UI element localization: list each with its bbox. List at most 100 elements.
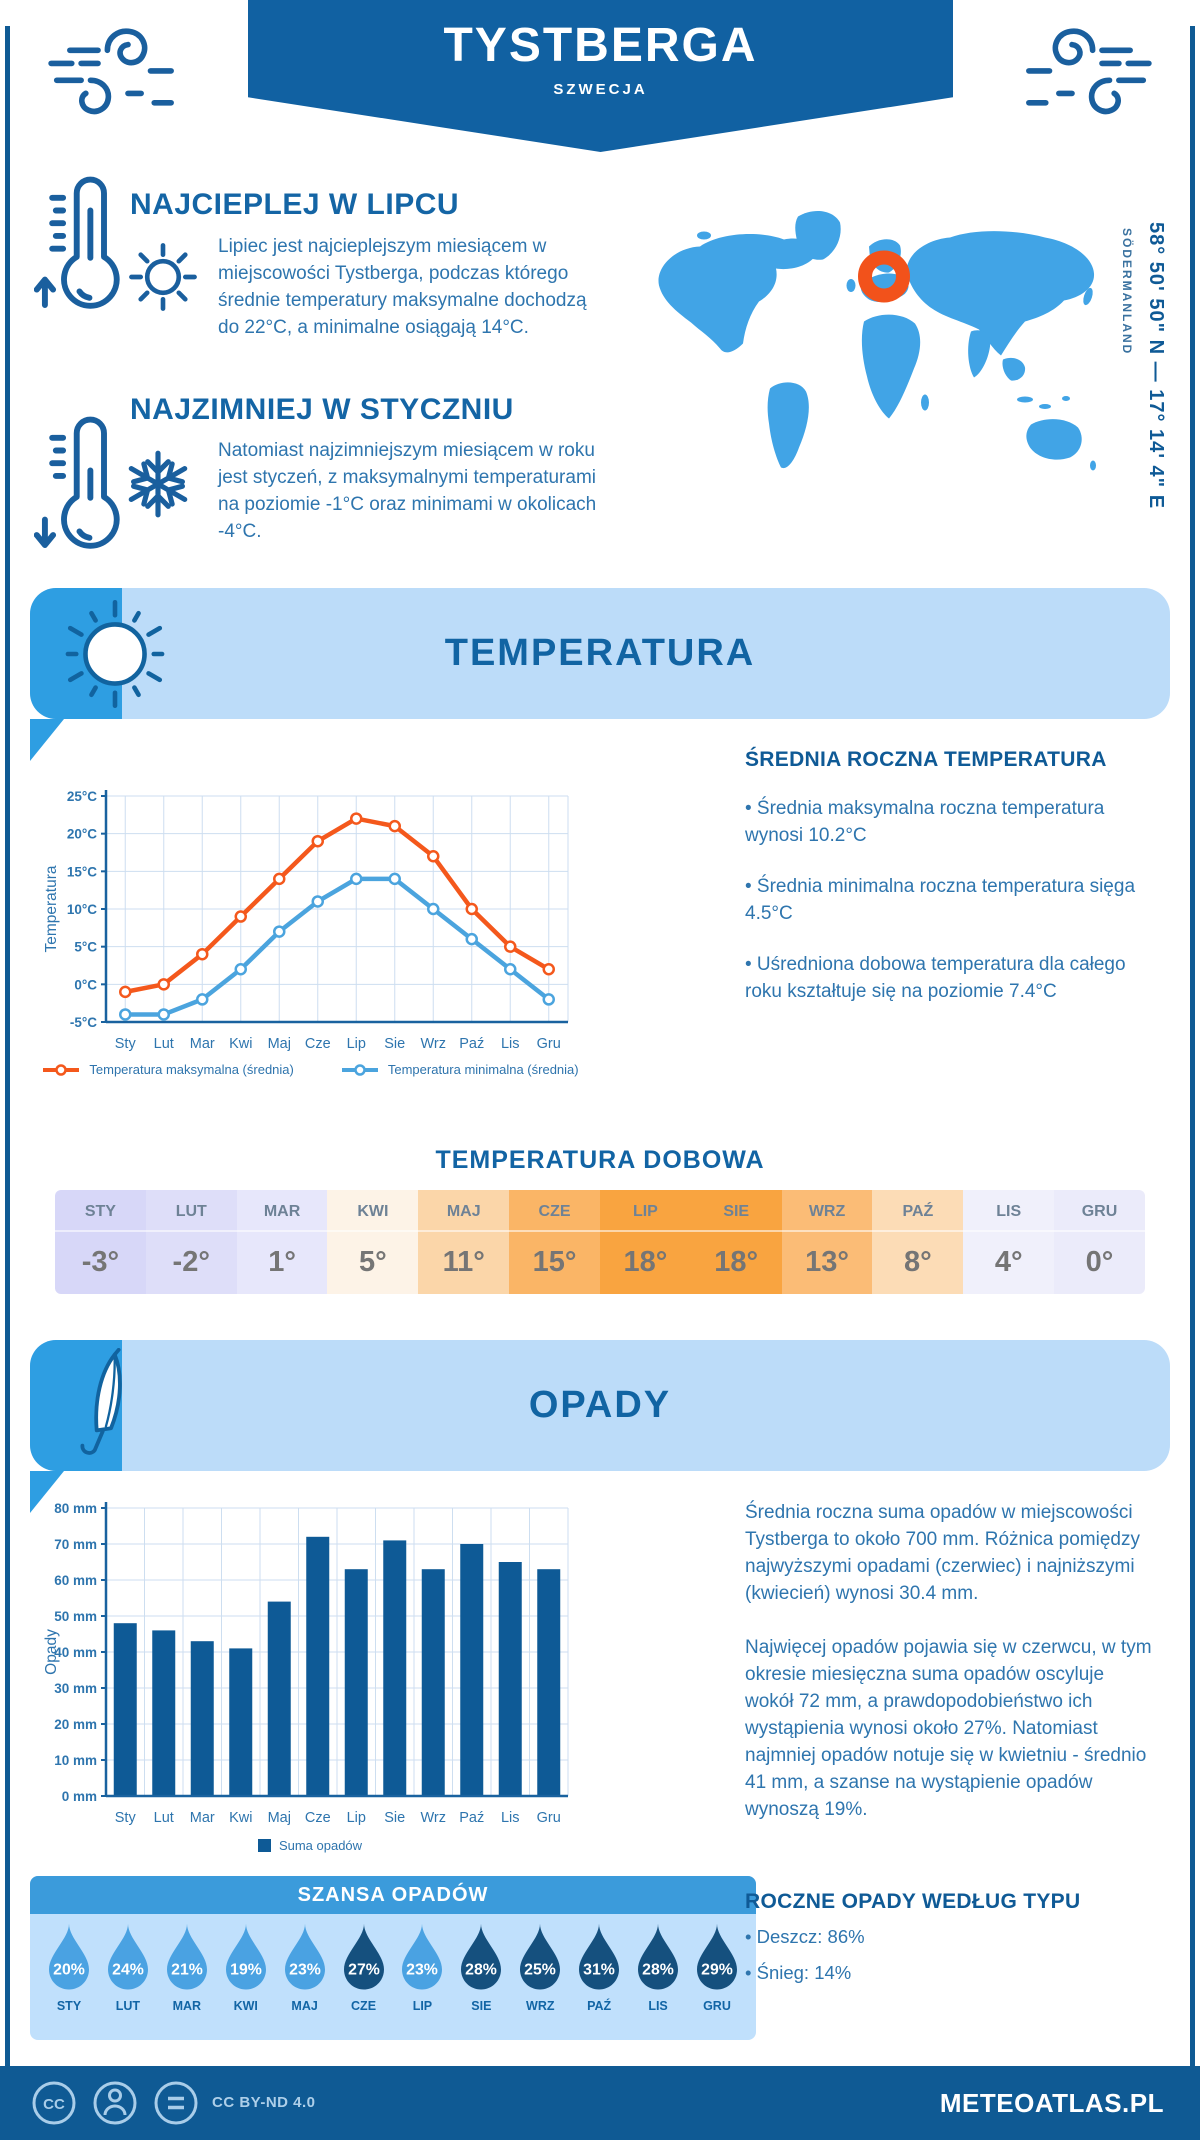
daily-temp-month: STY	[55, 1190, 146, 1232]
svg-text:70 mm: 70 mm	[54, 1537, 97, 1552]
precipitation-paragraph: Najwięcej opadów pojawia się w czerwcu, …	[745, 1636, 1152, 1820]
droplet-icon: 27%	[343, 1923, 384, 1990]
droplet-month: PAŹ	[587, 1999, 612, 2013]
footer-bar	[0, 2066, 1200, 2140]
droplet-month: KWI	[233, 1999, 258, 2013]
svg-text:Sie: Sie	[384, 1036, 405, 1052]
svg-text:Sty: Sty	[115, 1036, 137, 1052]
svg-text:20°C: 20°C	[67, 827, 97, 842]
droplet-month: WRZ	[526, 1999, 555, 2013]
daily-temp-value: 0°	[1085, 1246, 1114, 1278]
droplet-icon: 21%	[166, 1923, 207, 1990]
daily-temp-value: 1°	[268, 1246, 296, 1278]
daily-temperature-table: STY -3° LUT -2° MAR 1° KWI 5° MAJ 11° CZE 15° LIP 18°…	[55, 1190, 1145, 1294]
daily-temp-value: 18°	[714, 1246, 759, 1278]
page-border-right	[1190, 26, 1195, 2066]
chance-droplet-wrz: 25% WRZ	[513, 1922, 567, 2013]
droplet-month: LIP	[412, 1999, 433, 2013]
svg-text:Gru: Gru	[537, 1810, 561, 1826]
precipitation-bar-chart: 0 mm 10 mm 20 mm 30 mm 40 mm 50 mm 60 mm 70 mm 8…	[43, 1501, 569, 1826]
continent-australia	[1026, 419, 1082, 460]
droplet-month: LUT	[115, 1999, 141, 2013]
chance-droplet-sie: 28% SIE	[454, 1922, 508, 2013]
svg-text:Lis: Lis	[501, 1036, 520, 1052]
svg-text:Kwi: Kwi	[229, 1810, 252, 1826]
svg-text:Paź: Paź	[459, 1036, 484, 1052]
chance-droplet-cze: 27% CZE	[337, 1922, 391, 2013]
svg-text:28%: 28%	[642, 1962, 674, 1979]
svg-text:Maj: Maj	[268, 1810, 291, 1826]
annual-bullet: • Średnia maksymalna roczna temperatura …	[745, 798, 1105, 846]
droplet-month: GRU	[703, 1999, 731, 2013]
thermometer-down-icon	[34, 416, 120, 549]
temperature-section-banner	[30, 588, 1170, 719]
coldest-heading: NAJZIMNIEJ W STYCZNIU	[130, 393, 514, 426]
daily-temp-cell-maj: MAJ 11°	[418, 1190, 510, 1294]
daily-temp-month: KWI	[327, 1190, 419, 1232]
warmest-text: Lipiec jest najcieplejszym miesiącem w m…	[218, 236, 587, 338]
svg-text:23%: 23%	[407, 1962, 439, 1979]
svg-text:Paź: Paź	[459, 1810, 484, 1826]
droplet-icon: 23%	[402, 1923, 443, 1990]
legend-item: Temperatura maksymalna (średnia)	[41, 1062, 294, 1077]
daily-temp-value: 4°	[994, 1246, 1023, 1278]
temperature-section-title: TEMPERATURA	[444, 632, 756, 674]
daily-temp-cell-paź: PAŹ 8°	[872, 1190, 964, 1294]
svg-text:20%: 20%	[53, 1962, 85, 1979]
daily-temp-month: WRZ	[781, 1190, 873, 1232]
droplet-month: SIE	[471, 1999, 492, 2013]
droplet-month: CZE	[351, 1999, 377, 2013]
chance-droplet-paź: 31% PAŹ	[572, 1922, 626, 2013]
svg-text:40 mm: 40 mm	[54, 1645, 97, 1660]
legend-label: Temperatura maksymalna (średnia)	[89, 1062, 294, 1077]
svg-text:80 mm: 80 mm	[54, 1501, 97, 1516]
droplet-icon: 31%	[579, 1923, 620, 1990]
svg-text:Opady: Opady	[43, 1629, 60, 1675]
wind-icon	[48, 28, 174, 115]
daily-temp-month: PAŹ	[872, 1190, 964, 1232]
chance-droplet-lut: 24% LUT	[101, 1922, 155, 2013]
line-chart-legend: Temperatura maksymalna (średnia) Temperat…	[40, 1062, 580, 1077]
chance-droplet-mar: 21% MAR	[160, 1922, 214, 2013]
chance-droplet-lip: 23% LIP	[395, 1922, 449, 2013]
svg-text:10 mm: 10 mm	[54, 1753, 97, 1768]
legend-label: Temperatura minimalna (średnia)	[387, 1062, 579, 1077]
svg-text:Mar: Mar	[190, 1036, 215, 1052]
daily-temp-value: 8°	[904, 1246, 932, 1278]
temperature-line-chart: -5°C 0°C 5°C 10°C 15°C 20°C 25°C Sty Lut Mar Kwi Ma…	[43, 789, 569, 1052]
annual-bullet: • Uśredniona dobowa temperatura dla całe…	[745, 953, 1126, 1002]
droplet-icon: 24%	[107, 1923, 148, 1990]
daily-temp-month: CZE	[509, 1190, 600, 1232]
svg-text:25%: 25%	[524, 1962, 556, 1979]
daily-temp-cell-lut: LUT -2°	[145, 1190, 237, 1294]
svg-text:19%: 19%	[230, 1962, 262, 1979]
daily-temp-cell-wrz: WRZ 13°	[781, 1190, 873, 1294]
region-label: SÖDERMANLAND	[1120, 228, 1134, 356]
precipitation-section-banner	[30, 1340, 1170, 1471]
droplet-month: MAR	[172, 1999, 202, 2013]
chance-droplet-gru: 29% GRU	[690, 1922, 744, 2013]
droplet-month: MAJ	[291, 1999, 318, 2013]
svg-text:Cze: Cze	[305, 1036, 331, 1052]
page-title: TYSTBERGA	[443, 19, 758, 72]
warmest-heading: NAJCIEPLEJ W LIPCU	[130, 188, 460, 221]
chance-droplet-kwi: 19% KWI	[219, 1922, 273, 2013]
daily-temp-month: MAR	[236, 1190, 328, 1232]
precipitation-types-block: ROCZNE OPADY WEDŁUG TYPU • Deszcz: 86% •…	[745, 1890, 1157, 1987]
svg-text:0 mm: 0 mm	[62, 1789, 97, 1804]
license-label: CC BY-ND 4.0	[212, 2094, 316, 2111]
svg-text:Kwi: Kwi	[229, 1036, 252, 1052]
svg-text:29%: 29%	[701, 1962, 733, 1979]
continent-greenland	[795, 210, 841, 260]
svg-text:Sie: Sie	[384, 1810, 405, 1826]
daily-temp-month: MAJ	[418, 1190, 510, 1232]
annual-temperature-block: ŚREDNIA ROCZNA TEMPERATURA • Średnia mak…	[745, 748, 1153, 1006]
chance-droplet-lis: 28% LIS	[631, 1922, 685, 2013]
umbrella-icon	[80, 1348, 122, 1455]
annual-bullet: • Średnia minimalna roczna temperatura s…	[745, 875, 1136, 924]
precipitation-section-title: OPADY	[528, 1384, 672, 1426]
thermometer-up-icon	[34, 176, 120, 309]
continent-africa	[861, 314, 921, 419]
daily-temp-month: LUT	[145, 1190, 237, 1232]
